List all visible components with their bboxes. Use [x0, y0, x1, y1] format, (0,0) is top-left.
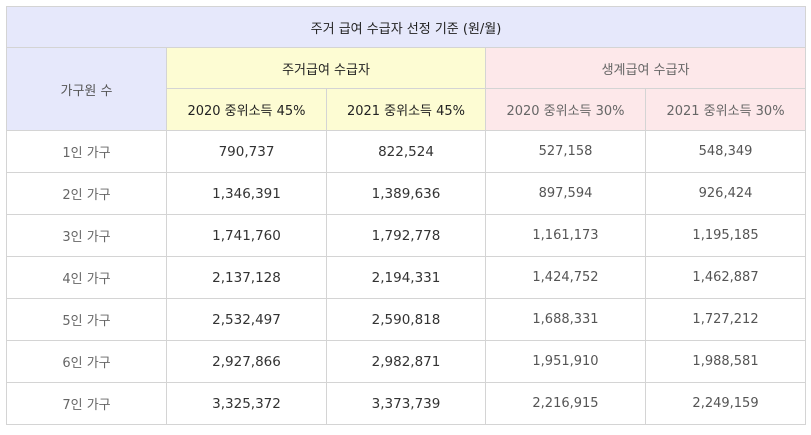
table-cell: 2,590,818	[326, 298, 486, 341]
housing-benefit-header: 주거급여 수급자	[166, 47, 486, 89]
table-row: 1인 가구 790,737 822,524 527,158 548,349	[6, 130, 807, 173]
table-row: 5인 가구 2,532,497 2,590,818 1,688,331 1,72…	[6, 298, 807, 341]
table-row: 6인 가구 2,927,866 2,982,871 1,951,910 1,98…	[6, 340, 807, 383]
living-benefit-header: 생계급여 수급자	[484, 47, 807, 89]
table-cell: 2,982,871	[326, 340, 486, 383]
row-label: 5인 가구	[6, 298, 167, 341]
table-cell: 2,249,159	[644, 382, 807, 425]
table-row: 7인 가구 3,325,372 3,373,739 2,216,915 2,24…	[6, 382, 807, 425]
table-cell: 926,424	[644, 172, 807, 215]
housing-2021-header: 2021 중위소득 45%	[326, 88, 486, 131]
table-title: 주거 급여 수급자 선정 기준 (원/월)	[5, 6, 807, 48]
table-cell: 1,727,212	[644, 298, 807, 341]
table-cell: 790,737	[166, 130, 327, 173]
table-cell: 1,424,752	[485, 256, 646, 299]
table-cell: 2,532,497	[166, 298, 327, 341]
criteria-table-container: 주거 급여 수급자 선정 기준 (원/월) 가구원 수 주거급여 수급자 생계급…	[5, 6, 807, 425]
table-cell: 897,594	[485, 172, 646, 215]
table-cell: 2,137,128	[166, 256, 327, 299]
criteria-table: 주거 급여 수급자 선정 기준 (원/월) 가구원 수 주거급여 수급자 생계급…	[5, 6, 807, 425]
table-cell: 1,988,581	[644, 340, 807, 383]
table-cell: 1,741,760	[166, 214, 327, 257]
housing-2020-header: 2020 중위소득 45%	[166, 88, 327, 131]
table-cell: 1,688,331	[485, 298, 646, 341]
table-cell: 2,194,331	[326, 256, 486, 299]
table-cell: 2,927,866	[166, 340, 327, 383]
row-label: 4인 가구	[6, 256, 167, 299]
household-size-header: 가구원 수	[6, 47, 167, 131]
table-cell: 1,161,173	[485, 214, 646, 257]
row-label: 6인 가구	[6, 340, 167, 383]
row-label: 7인 가구	[6, 382, 167, 425]
table-cell: 1,792,778	[326, 214, 486, 257]
living-2020-header: 2020 중위소득 30%	[485, 88, 646, 131]
table-cell: 822,524	[326, 130, 486, 173]
table-cell: 3,373,739	[326, 382, 486, 425]
table-cell: 1,195,185	[644, 214, 807, 257]
table-cell: 548,349	[644, 130, 807, 173]
table-row: 2인 가구 1,346,391 1,389,636 897,594 926,42…	[6, 172, 807, 215]
row-label: 2인 가구	[6, 172, 167, 215]
row-label: 1인 가구	[6, 130, 167, 173]
row-label: 3인 가구	[6, 214, 167, 257]
table-cell: 1,951,910	[485, 340, 646, 383]
table-cell: 1,462,887	[644, 256, 807, 299]
table-row: 4인 가구 2,137,128 2,194,331 1,424,752 1,46…	[6, 256, 807, 299]
table-row: 3인 가구 1,741,760 1,792,778 1,161,173 1,19…	[6, 214, 807, 257]
table-cell: 527,158	[485, 130, 646, 173]
living-2021-header: 2021 중위소득 30%	[644, 88, 807, 131]
table-cell: 2,216,915	[485, 382, 646, 425]
table-cell: 3,325,372	[166, 382, 327, 425]
table-cell: 1,389,636	[326, 172, 486, 215]
table-cell: 1,346,391	[166, 172, 327, 215]
